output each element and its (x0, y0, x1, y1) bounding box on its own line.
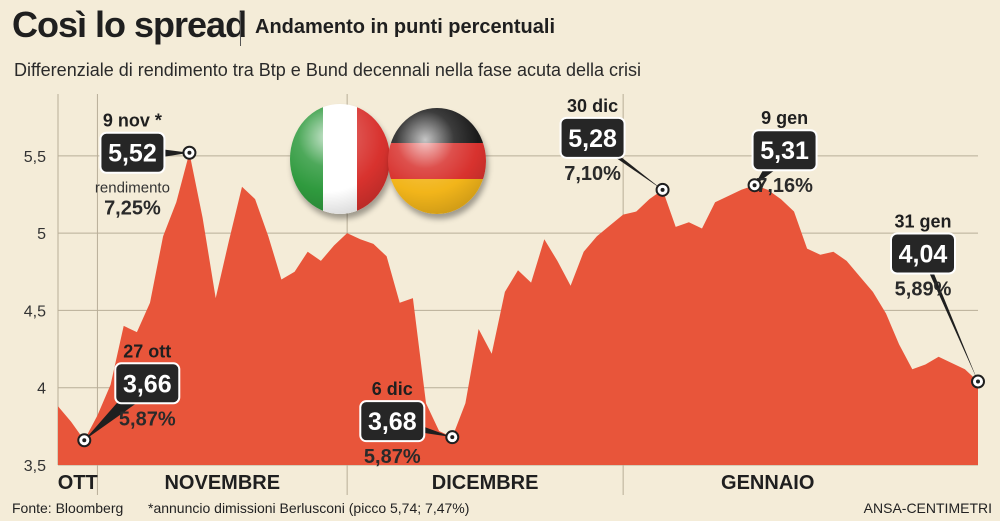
y-tick-label: 4 (37, 381, 46, 398)
rate-label: 5,89% (895, 279, 952, 301)
value-label: 5,28 (568, 125, 617, 153)
rate-label: 7,10% (564, 163, 621, 185)
value-box (99, 131, 166, 174)
title-divider (240, 12, 241, 46)
month-label: NOVEMBRE (164, 472, 280, 494)
date-label: 6 dic (372, 379, 413, 399)
italian-flag-icon (290, 104, 390, 214)
date-label: 31 gen (894, 212, 951, 232)
y-tick-label: 5 (37, 226, 46, 243)
value-box (751, 129, 818, 172)
value-box (890, 232, 956, 275)
spread-area (58, 152, 978, 465)
data-point-dot (187, 150, 192, 155)
rate-label: 7,25% (104, 198, 161, 220)
page-title: Così lo spread (12, 4, 247, 45)
data-point-dot (82, 438, 87, 443)
value-label: 5,52 (108, 140, 157, 168)
credit: ANSA-CENTIMETRI (863, 500, 992, 516)
data-point-dot (976, 379, 980, 384)
rate-label: 7,16% (756, 175, 813, 197)
data-point-dot (752, 183, 757, 188)
footnote: *annuncio dimissioni Berlusconi (picco 5… (148, 500, 470, 516)
month-label: DICEMBRE (432, 472, 539, 494)
date-label: 30 dic (567, 96, 618, 116)
month-label: OTT (58, 472, 98, 494)
value-label: 5,31 (760, 137, 809, 165)
value-label: 3,68 (368, 408, 417, 436)
page-subtitle: Andamento in punti percentuali (255, 16, 556, 38)
data-point-dot (660, 187, 665, 192)
y-tick-label: 5,5 (24, 149, 46, 166)
chart-description: Differenziale di rendimento tra Btp e Bu… (14, 60, 642, 80)
date-label: 9 nov * (103, 111, 162, 131)
y-tick-label: 3,5 (24, 458, 46, 475)
callout-pointer (917, 245, 978, 382)
value-box (559, 116, 626, 159)
rate-label: 5,87% (364, 446, 421, 468)
value-box (114, 362, 181, 405)
value-label: 4,04 (899, 241, 948, 269)
source-note: Fonte: Bloomberg (12, 500, 124, 516)
value-box (359, 400, 426, 443)
flag-de-gloss (388, 108, 486, 214)
flag-it-gloss (290, 104, 390, 214)
date-label: 9 gen (761, 108, 808, 128)
month-label: GENNAIO (721, 472, 814, 494)
german-flag-icon (388, 108, 486, 214)
rate-prefix-label: rendimento (95, 180, 170, 197)
rate-label: 5,87% (119, 408, 176, 430)
date-label: 27 ott (123, 341, 171, 361)
data-point-dot (450, 435, 455, 440)
y-tick-label: 4,5 (24, 303, 46, 320)
value-label: 3,66 (123, 370, 172, 398)
